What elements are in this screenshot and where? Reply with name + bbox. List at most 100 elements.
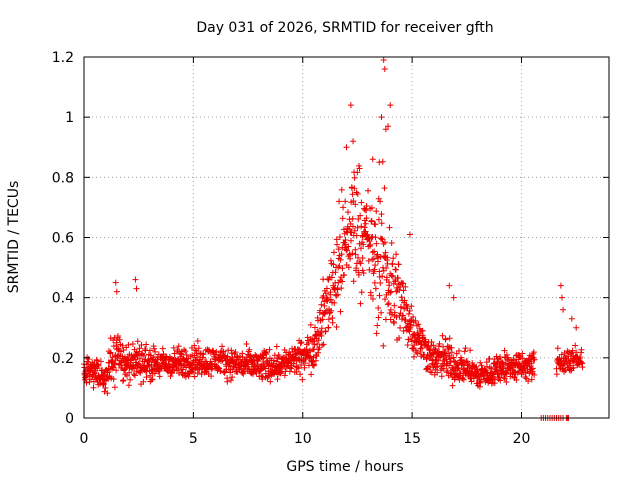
data-point xyxy=(337,308,344,315)
data-point xyxy=(266,346,273,353)
data-point xyxy=(125,382,132,389)
data-point xyxy=(400,280,407,287)
data-point xyxy=(299,376,306,383)
data-point xyxy=(375,195,382,202)
data-point xyxy=(219,343,226,350)
data-point xyxy=(355,215,362,222)
data-point xyxy=(121,366,128,373)
data-point xyxy=(483,363,490,370)
data-point xyxy=(519,355,526,362)
x-tick-label: 0 xyxy=(80,431,89,447)
data-point xyxy=(382,249,389,256)
data-point xyxy=(370,270,377,277)
data-point xyxy=(476,383,483,390)
axis-ticks: 0 5 10 15 20 0 0.2 0.4 0.6 0.8 1 1.2 xyxy=(52,50,609,447)
y-tick-label: 0.6 xyxy=(52,231,74,247)
data-point xyxy=(381,185,388,192)
data-point xyxy=(240,370,247,377)
data-point xyxy=(149,376,156,383)
data-point xyxy=(331,299,338,306)
data-point xyxy=(318,332,325,339)
data-point xyxy=(412,317,419,324)
data-point xyxy=(349,250,356,257)
data-point xyxy=(331,249,338,256)
data-point xyxy=(320,293,327,300)
data-point xyxy=(191,373,198,380)
data-point xyxy=(407,318,414,325)
data-point xyxy=(486,364,493,371)
data-point xyxy=(339,215,346,222)
data-point xyxy=(377,198,384,205)
data-point xyxy=(359,233,366,240)
data-point xyxy=(315,337,322,344)
data-point xyxy=(227,377,234,384)
data-point xyxy=(127,376,134,383)
data-point xyxy=(101,388,108,395)
data-point xyxy=(339,278,346,285)
data-point xyxy=(368,217,375,224)
data-point xyxy=(228,350,235,357)
data-point xyxy=(390,255,397,262)
data-point xyxy=(392,266,399,273)
data-point xyxy=(404,323,411,330)
data-point xyxy=(342,198,349,205)
data-point xyxy=(133,285,140,292)
data-point xyxy=(295,365,302,372)
data-point xyxy=(350,197,357,204)
data-point xyxy=(159,345,166,352)
data-point xyxy=(369,156,376,163)
data-point xyxy=(111,360,118,367)
data-point xyxy=(363,203,370,210)
data-point xyxy=(138,342,145,349)
data-point xyxy=(558,294,565,301)
data-point xyxy=(328,274,335,281)
data-point xyxy=(151,345,158,352)
data-point xyxy=(336,263,343,270)
data-point xyxy=(150,366,157,373)
data-point xyxy=(350,138,357,145)
data-point xyxy=(148,362,155,369)
y-tick-label: 0.4 xyxy=(52,291,74,307)
data-point xyxy=(375,216,382,223)
data-point xyxy=(115,333,122,340)
data-point xyxy=(322,290,329,297)
data-point xyxy=(132,356,139,363)
data-point xyxy=(462,345,469,352)
data-point xyxy=(371,266,378,273)
data-point xyxy=(319,342,326,349)
data-point xyxy=(375,258,382,265)
data-point xyxy=(360,270,367,277)
data-point xyxy=(141,345,148,352)
data-point xyxy=(311,341,318,348)
data-point xyxy=(391,320,398,327)
data-point xyxy=(343,228,350,235)
data-point xyxy=(353,189,360,196)
data-point xyxy=(434,369,441,376)
data-point xyxy=(388,288,395,295)
x-tick-label: 10 xyxy=(294,431,312,447)
data-point xyxy=(206,346,213,353)
data-point xyxy=(330,261,337,268)
data-point xyxy=(349,223,356,230)
data-point xyxy=(398,294,405,301)
data-point xyxy=(504,355,511,362)
data-point xyxy=(381,239,388,246)
data-point xyxy=(224,378,231,385)
data-point xyxy=(503,379,510,386)
data-point xyxy=(355,271,362,278)
data-point xyxy=(293,368,300,375)
data-point xyxy=(391,302,398,309)
data-point xyxy=(557,282,564,289)
data-point xyxy=(385,300,392,307)
data-point xyxy=(404,341,411,348)
data-point xyxy=(368,292,375,299)
data-point xyxy=(170,344,177,351)
data-point xyxy=(339,265,346,272)
data-point xyxy=(327,289,334,296)
data-point xyxy=(123,372,130,379)
data-point xyxy=(333,324,340,331)
data-point xyxy=(264,373,271,380)
data-point xyxy=(325,276,332,283)
data-point xyxy=(354,224,361,231)
data-point xyxy=(378,114,385,121)
